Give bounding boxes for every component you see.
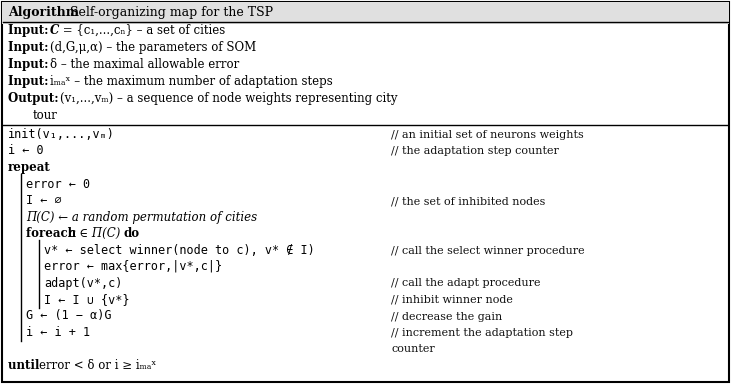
Text: i ← i + 1: i ← i + 1	[26, 326, 90, 339]
Text: c ∈ Π(C): c ∈ Π(C)	[69, 227, 124, 240]
Text: I ← ∅: I ← ∅	[26, 194, 61, 207]
Text: do: do	[124, 227, 140, 240]
Text: error ← max{error,|v*,c|}: error ← max{error,|v*,c|}	[44, 260, 222, 273]
Text: until: until	[8, 359, 44, 372]
Text: Input:: Input:	[8, 41, 53, 54]
Text: // inhibit winner node: // inhibit winner node	[391, 295, 513, 305]
Text: Output:: Output:	[8, 92, 63, 105]
Text: (d,G,μ,α) – the parameters of SOM: (d,G,μ,α) – the parameters of SOM	[50, 41, 257, 54]
Text: (v₁,...,vₘ) – a sequence of node weights representing city: (v₁,...,vₘ) – a sequence of node weights…	[60, 92, 398, 105]
Text: iₘₐˣ – the maximum number of adaptation steps: iₘₐˣ – the maximum number of adaptation …	[50, 75, 333, 88]
Text: Input:: Input:	[8, 75, 53, 88]
Text: I ← I ∪ {v*}: I ← I ∪ {v*}	[44, 293, 129, 306]
Text: // an initial set of neurons weights: // an initial set of neurons weights	[391, 130, 584, 140]
Text: // decrease the gain: // decrease the gain	[391, 311, 502, 321]
Text: // the set of inhibited nodes: // the set of inhibited nodes	[391, 196, 545, 206]
Text: Input:: Input:	[8, 58, 53, 71]
Text: // call the adapt procedure: // call the adapt procedure	[391, 278, 541, 288]
Text: init(v₁,...,vₘ): init(v₁,...,vₘ)	[8, 128, 115, 141]
Text: tour: tour	[33, 109, 58, 122]
Text: Self-organizing map for the TSP: Self-organizing map for the TSP	[66, 6, 273, 19]
Text: foreach: foreach	[26, 227, 80, 240]
Text: i ← 0: i ← 0	[8, 144, 44, 157]
Text: // the adaptation step counter: // the adaptation step counter	[391, 147, 559, 157]
Text: // increment the adaptation step: // increment the adaptation step	[391, 328, 573, 338]
Text: adapt(v*,c): adapt(v*,c)	[44, 276, 122, 290]
Text: repeat: repeat	[8, 161, 50, 174]
Bar	[2, 2, 729, 24]
Text: counter: counter	[391, 344, 435, 354]
Text: G ← (1 − α)G: G ← (1 − α)G	[26, 310, 112, 323]
Text: Π(C) ← a random permutation of cities: Π(C) ← a random permutation of cities	[26, 210, 257, 223]
Text: Algorithm: Algorithm	[8, 6, 79, 19]
Text: error ← 0: error ← 0	[26, 177, 90, 190]
Text: error < δ or i ≥ iₘₐˣ: error < δ or i ≥ iₘₐˣ	[39, 359, 156, 372]
Text: δ – the maximal allowable error: δ – the maximal allowable error	[50, 58, 239, 71]
Text: Input:: Input:	[8, 24, 53, 37]
Text: C: C	[50, 24, 59, 37]
Text: // call the select winner procedure: // call the select winner procedure	[391, 245, 585, 255]
Text: v* ← select winner(node to c), v* ∉ I): v* ← select winner(node to c), v* ∉ I)	[44, 243, 315, 257]
Text: = {c₁,...,cₙ} – a set of cities: = {c₁,...,cₙ} – a set of cities	[59, 24, 225, 37]
